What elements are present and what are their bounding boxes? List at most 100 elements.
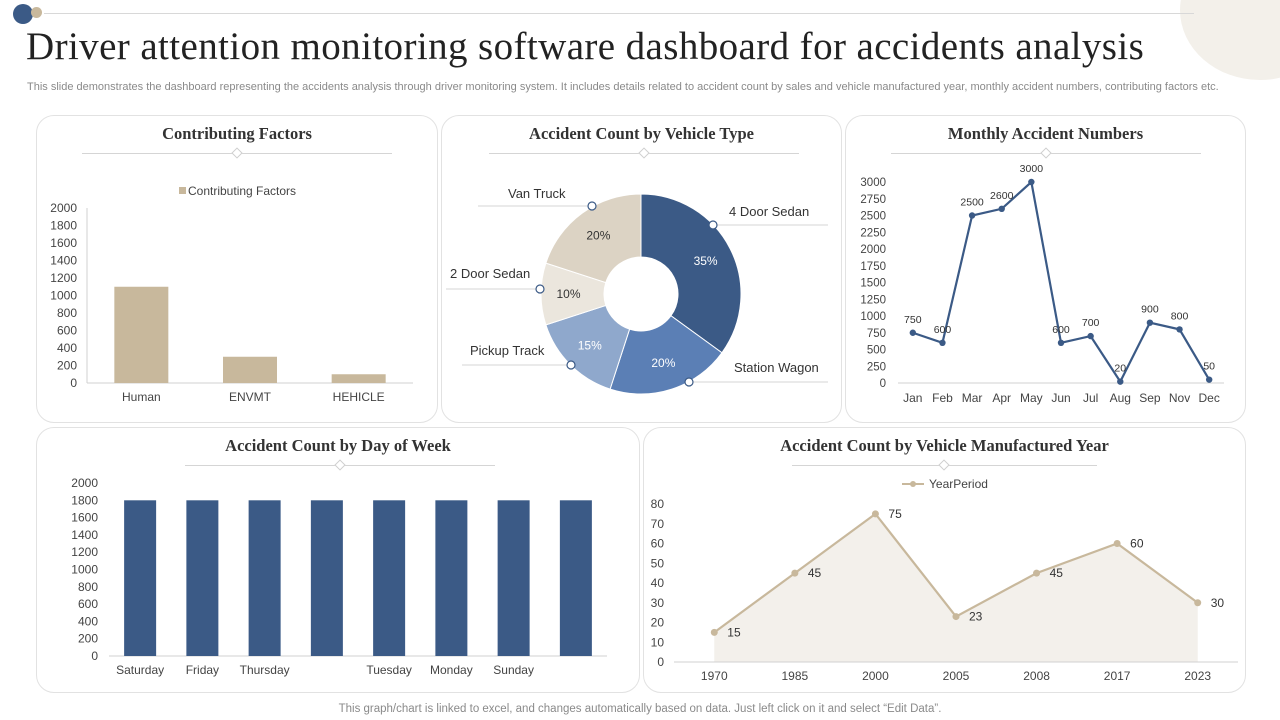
data-point xyxy=(1146,319,1154,326)
data-label: 2600 xyxy=(990,190,1014,202)
data-point xyxy=(1194,599,1202,607)
data-point xyxy=(952,613,960,621)
y-tick-label: 1600 xyxy=(50,236,77,250)
y-tick-label: 1200 xyxy=(71,545,98,559)
data-label: 800 xyxy=(1171,310,1189,322)
day-of-week-chart[interactable]: 2000180016001400120010008006004002000Sat… xyxy=(37,428,639,692)
x-tick-label: Thursday xyxy=(240,663,290,677)
chart-title: Accident Count by Vehicle Type xyxy=(529,124,754,143)
data-label: 45 xyxy=(1050,566,1064,580)
x-tick-label: Jan xyxy=(903,391,922,405)
data-point xyxy=(968,212,976,219)
y-tick-label: 3000 xyxy=(860,177,886,189)
y-tick-label: 1000 xyxy=(50,289,77,303)
header-rule xyxy=(44,13,1194,14)
chart-title: Monthly Accident Numbers xyxy=(947,124,1144,143)
x-tick-label: Human xyxy=(122,390,161,404)
panel-monthly-accidents: Monthly Accident Numbers 3000 2750 2500 225… xyxy=(845,115,1246,423)
slice-category-label: Station Wagon xyxy=(734,360,819,375)
y-tick-label: 200 xyxy=(78,632,98,646)
slice-percent-label: 15% xyxy=(578,338,602,352)
data-point xyxy=(998,205,1005,212)
x-tick-label: 2023 xyxy=(1184,669,1211,683)
y-tick-label: 20 xyxy=(651,616,665,630)
y-tick-label: 0 xyxy=(880,378,886,390)
data-label: 15 xyxy=(727,625,741,639)
slice-pickup-track xyxy=(545,304,631,390)
data-point xyxy=(1028,178,1035,186)
bar-day xyxy=(435,500,468,656)
y-tick-label: 1800 xyxy=(50,219,77,233)
bar-day xyxy=(310,500,343,656)
series-line xyxy=(912,179,1211,384)
y-tick-label: 800 xyxy=(78,580,98,594)
page-subtitle: This slide demonstrates the dashboard re… xyxy=(27,81,1219,93)
y-tick-label: 750 xyxy=(867,328,886,340)
y-tick-label: 2000 xyxy=(50,201,77,215)
data-point xyxy=(1087,332,1094,340)
manufactured-year-chart[interactable]: 80 70 60 50 40 30 20 10 0 YearPeriod 15 1970 45 1985 7… xyxy=(644,428,1245,692)
slice-percent-label: 20% xyxy=(651,356,675,370)
y-tick-label: 600 xyxy=(78,597,98,611)
bar-day xyxy=(497,500,530,656)
bar-hehicle xyxy=(331,374,386,383)
x-tick-label: 2000 xyxy=(862,669,889,683)
x-tick-label: Tuesday xyxy=(366,663,412,677)
y-tick-label: 200 xyxy=(57,359,77,373)
y-tick-label: 0 xyxy=(91,649,98,663)
x-tick-label: Monday xyxy=(430,663,473,677)
data-label: 2500 xyxy=(960,197,984,209)
y-tick-label: 40 xyxy=(651,576,665,590)
y-tick-label: 30 xyxy=(651,596,665,610)
data-point xyxy=(710,628,718,636)
x-tick-label: Nov xyxy=(1169,391,1190,405)
x-tick-label: Feb xyxy=(932,391,953,405)
y-tick-label: 1750 xyxy=(860,261,886,273)
y-tick-label: 1000 xyxy=(71,563,98,577)
y-tick-label: 1500 xyxy=(860,278,886,290)
data-label: 3000 xyxy=(1020,163,1044,175)
slice-category-label: Van Truck xyxy=(508,186,566,201)
monthly-accidents-chart[interactable]: 3000275025002250200017501500125010007505… xyxy=(846,116,1245,422)
slice-percent-label: 10% xyxy=(556,287,580,301)
x-tick-label: 2005 xyxy=(943,669,970,683)
bar-day xyxy=(559,500,592,656)
bar-day xyxy=(186,500,219,656)
data-point xyxy=(1176,326,1183,333)
slice-category-label: 2 Door Sedan xyxy=(450,266,530,281)
bar-envmt xyxy=(223,356,277,383)
y-tick-label: 500 xyxy=(867,345,886,357)
contributing-factors-chart[interactable]: 2000180016001400120010008006004002000Con… xyxy=(37,116,437,422)
y-tick-label: 80 xyxy=(651,497,665,511)
data-label: 23 xyxy=(969,610,983,624)
chart-title: Contributing Factors xyxy=(162,124,312,143)
vehicle-type-donut-chart[interactable]: 35% 4 Door Sedan 20% Station Wagon 15% Pickup… xyxy=(442,116,841,422)
data-point xyxy=(1057,339,1065,346)
bar-day xyxy=(373,500,406,656)
data-label: 75 xyxy=(888,507,902,521)
page-title: Driver attention monitoring software das… xyxy=(26,25,1145,68)
x-tick-label: Friday xyxy=(186,663,219,677)
y-tick-label: 50 xyxy=(651,556,665,570)
legend-marker xyxy=(910,481,916,487)
panel-manufactured-year: Accident Count by Vehicle Manufactured Y… xyxy=(643,427,1246,693)
data-point xyxy=(1117,378,1124,385)
x-tick-label: Saturday xyxy=(116,663,164,677)
slice-station-wagon xyxy=(609,315,723,395)
bar-day xyxy=(248,500,281,656)
slice-percent-label: 20% xyxy=(586,228,610,242)
leader-marker xyxy=(684,377,694,387)
y-tick-label: 2250 xyxy=(860,227,886,239)
x-tick-label: 1985 xyxy=(782,669,809,683)
data-label: 600 xyxy=(934,324,952,336)
bar-day xyxy=(124,500,157,656)
data-point xyxy=(791,569,799,577)
data-point xyxy=(1205,376,1213,383)
y-tick-label: 1800 xyxy=(71,493,98,507)
corner-decoration xyxy=(1180,0,1280,80)
chart-title: Accident Count by Vehicle Manufactured Y… xyxy=(780,436,1109,455)
panel-day-of-week: Accident Count by Day of Week 2000 1800 16… xyxy=(36,427,640,693)
decor-circle-tan xyxy=(31,7,42,18)
y-tick-label: 1600 xyxy=(71,511,98,525)
data-point xyxy=(1033,569,1041,577)
